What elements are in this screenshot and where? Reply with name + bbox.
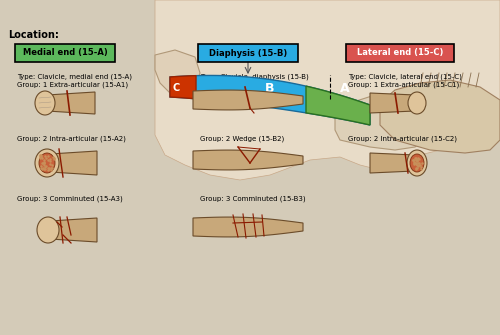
Polygon shape: [155, 50, 200, 95]
Polygon shape: [193, 90, 303, 110]
Text: Location:: Location:: [8, 30, 59, 40]
Text: B: B: [265, 81, 275, 94]
Ellipse shape: [408, 92, 426, 114]
Text: Type: Clavicle, diaphysis (15-B)
Group: 1 Simple (15-B1): Type: Clavicle, diaphysis (15-B) Group: …: [200, 73, 309, 88]
Ellipse shape: [35, 91, 55, 115]
Text: C: C: [172, 83, 180, 93]
Text: Group: 3 Comminuted (15-B3): Group: 3 Comminuted (15-B3): [200, 195, 306, 201]
Text: Group: 2 Intra-articular (15-C2): Group: 2 Intra-articular (15-C2): [348, 135, 457, 141]
Text: Diaphysis (15-B): Diaphysis (15-B): [209, 49, 287, 58]
Polygon shape: [370, 93, 415, 113]
FancyBboxPatch shape: [198, 44, 298, 62]
Text: Group: 2 Wedge (15-B2): Group: 2 Wedge (15-B2): [200, 135, 284, 141]
Text: Lateral end (15-C): Lateral end (15-C): [357, 49, 443, 58]
Ellipse shape: [39, 153, 55, 173]
Polygon shape: [380, 80, 500, 153]
Polygon shape: [155, 0, 500, 180]
Text: Group: 3 Comminuted (15-A3): Group: 3 Comminuted (15-A3): [17, 195, 123, 201]
Polygon shape: [170, 76, 196, 99]
Polygon shape: [193, 150, 303, 170]
Text: Group: 2 Intra-articular (15-A2): Group: 2 Intra-articular (15-A2): [17, 135, 126, 141]
Polygon shape: [335, 95, 435, 150]
Text: Type: Clavicle, medial end (15-A)
Group: 1 Extra-articular (15-A1): Type: Clavicle, medial end (15-A) Group:…: [17, 73, 132, 88]
Polygon shape: [170, 75, 370, 125]
Ellipse shape: [37, 217, 59, 243]
Polygon shape: [370, 153, 415, 173]
FancyBboxPatch shape: [346, 44, 454, 62]
Polygon shape: [50, 151, 97, 175]
Ellipse shape: [35, 149, 59, 177]
FancyBboxPatch shape: [15, 44, 115, 62]
Ellipse shape: [410, 154, 424, 172]
Text: A: A: [340, 81, 350, 94]
Polygon shape: [306, 86, 370, 125]
Polygon shape: [193, 217, 303, 237]
Polygon shape: [50, 218, 97, 242]
Text: Type: Clavicle, lateral end (15-C)
Group: 1 Extra-articular (15-C1): Type: Clavicle, lateral end (15-C) Group…: [348, 73, 462, 88]
Polygon shape: [47, 92, 95, 114]
Text: Medial end (15-A): Medial end (15-A): [22, 49, 107, 58]
Ellipse shape: [407, 150, 427, 176]
